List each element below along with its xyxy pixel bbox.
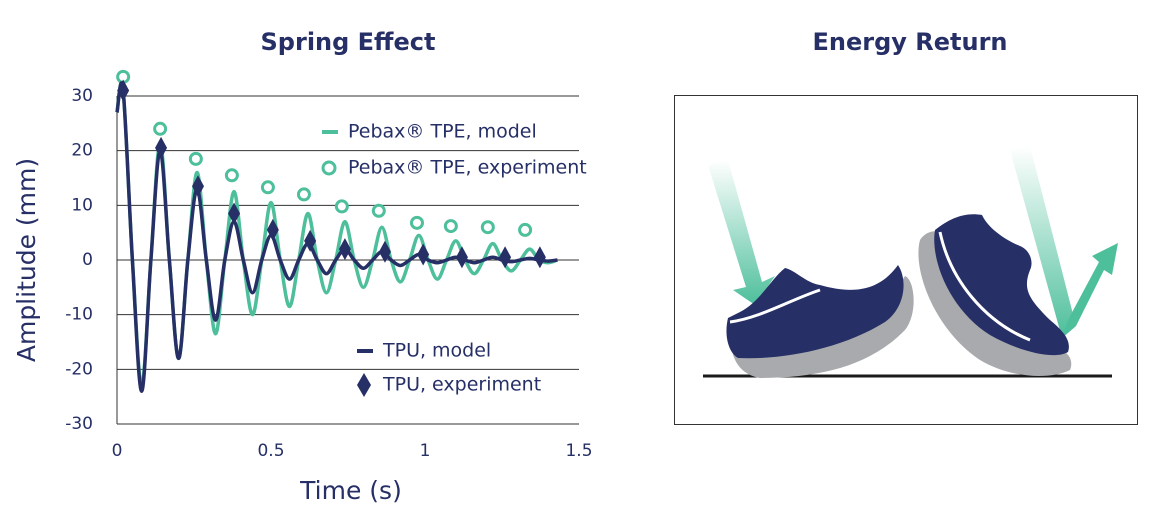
y-tick-label: 30	[71, 86, 93, 106]
x-tick-label: 1.5	[565, 441, 592, 461]
y-tick-label: 10	[71, 195, 93, 215]
experiment-point	[480, 220, 495, 235]
experiment-point	[334, 199, 349, 214]
legend-label: Pebax® TPE, model	[348, 121, 537, 143]
x-axis-label: Time (s)	[299, 476, 402, 505]
y-tick-label: -20	[65, 359, 93, 379]
x-tick-label: 1	[420, 441, 431, 461]
y-tick-label: 20	[71, 141, 93, 161]
experiment-point	[266, 218, 279, 241]
legend-swatch	[357, 373, 371, 397]
y-tick-label: -30	[65, 414, 93, 434]
y-tick-label: 0	[82, 250, 93, 270]
experiment-point	[296, 187, 311, 202]
experiment-point	[518, 222, 533, 237]
experiment-point	[117, 79, 130, 102]
illustration	[674, 95, 1138, 425]
experiment-point	[188, 151, 203, 166]
illustration-title: Energy Return	[812, 28, 1007, 56]
y-axis-label: Amplitude (mm)	[12, 158, 41, 362]
experiment-point	[155, 136, 168, 159]
experiment-point	[455, 246, 468, 269]
legend-label: TPU, experiment	[382, 374, 541, 396]
experiment-point	[228, 202, 241, 225]
experiment-point	[417, 243, 430, 266]
experiment-point	[192, 175, 205, 198]
chart-title: Spring Effect	[261, 28, 436, 56]
experiment-point	[371, 203, 386, 218]
legend-label: Pebax® TPE, experiment	[348, 157, 587, 179]
x-tick-label: 0	[112, 441, 123, 461]
experiment-point	[304, 229, 317, 252]
experiment-point	[443, 219, 458, 234]
x-tick-label: 0.5	[257, 441, 284, 461]
legend-label: TPU, model	[382, 340, 491, 362]
y-tick-label: -10	[65, 305, 93, 325]
experiment-point	[338, 238, 351, 261]
experiment-point	[409, 215, 424, 230]
experiment-point	[378, 240, 391, 263]
experiment-point	[260, 180, 275, 195]
experiment-point	[153, 121, 168, 136]
legend-swatch	[321, 160, 337, 176]
experiment-point	[499, 246, 512, 269]
experiment-point	[533, 246, 546, 269]
experiment-point	[224, 168, 239, 183]
model-line	[115, 81, 558, 393]
